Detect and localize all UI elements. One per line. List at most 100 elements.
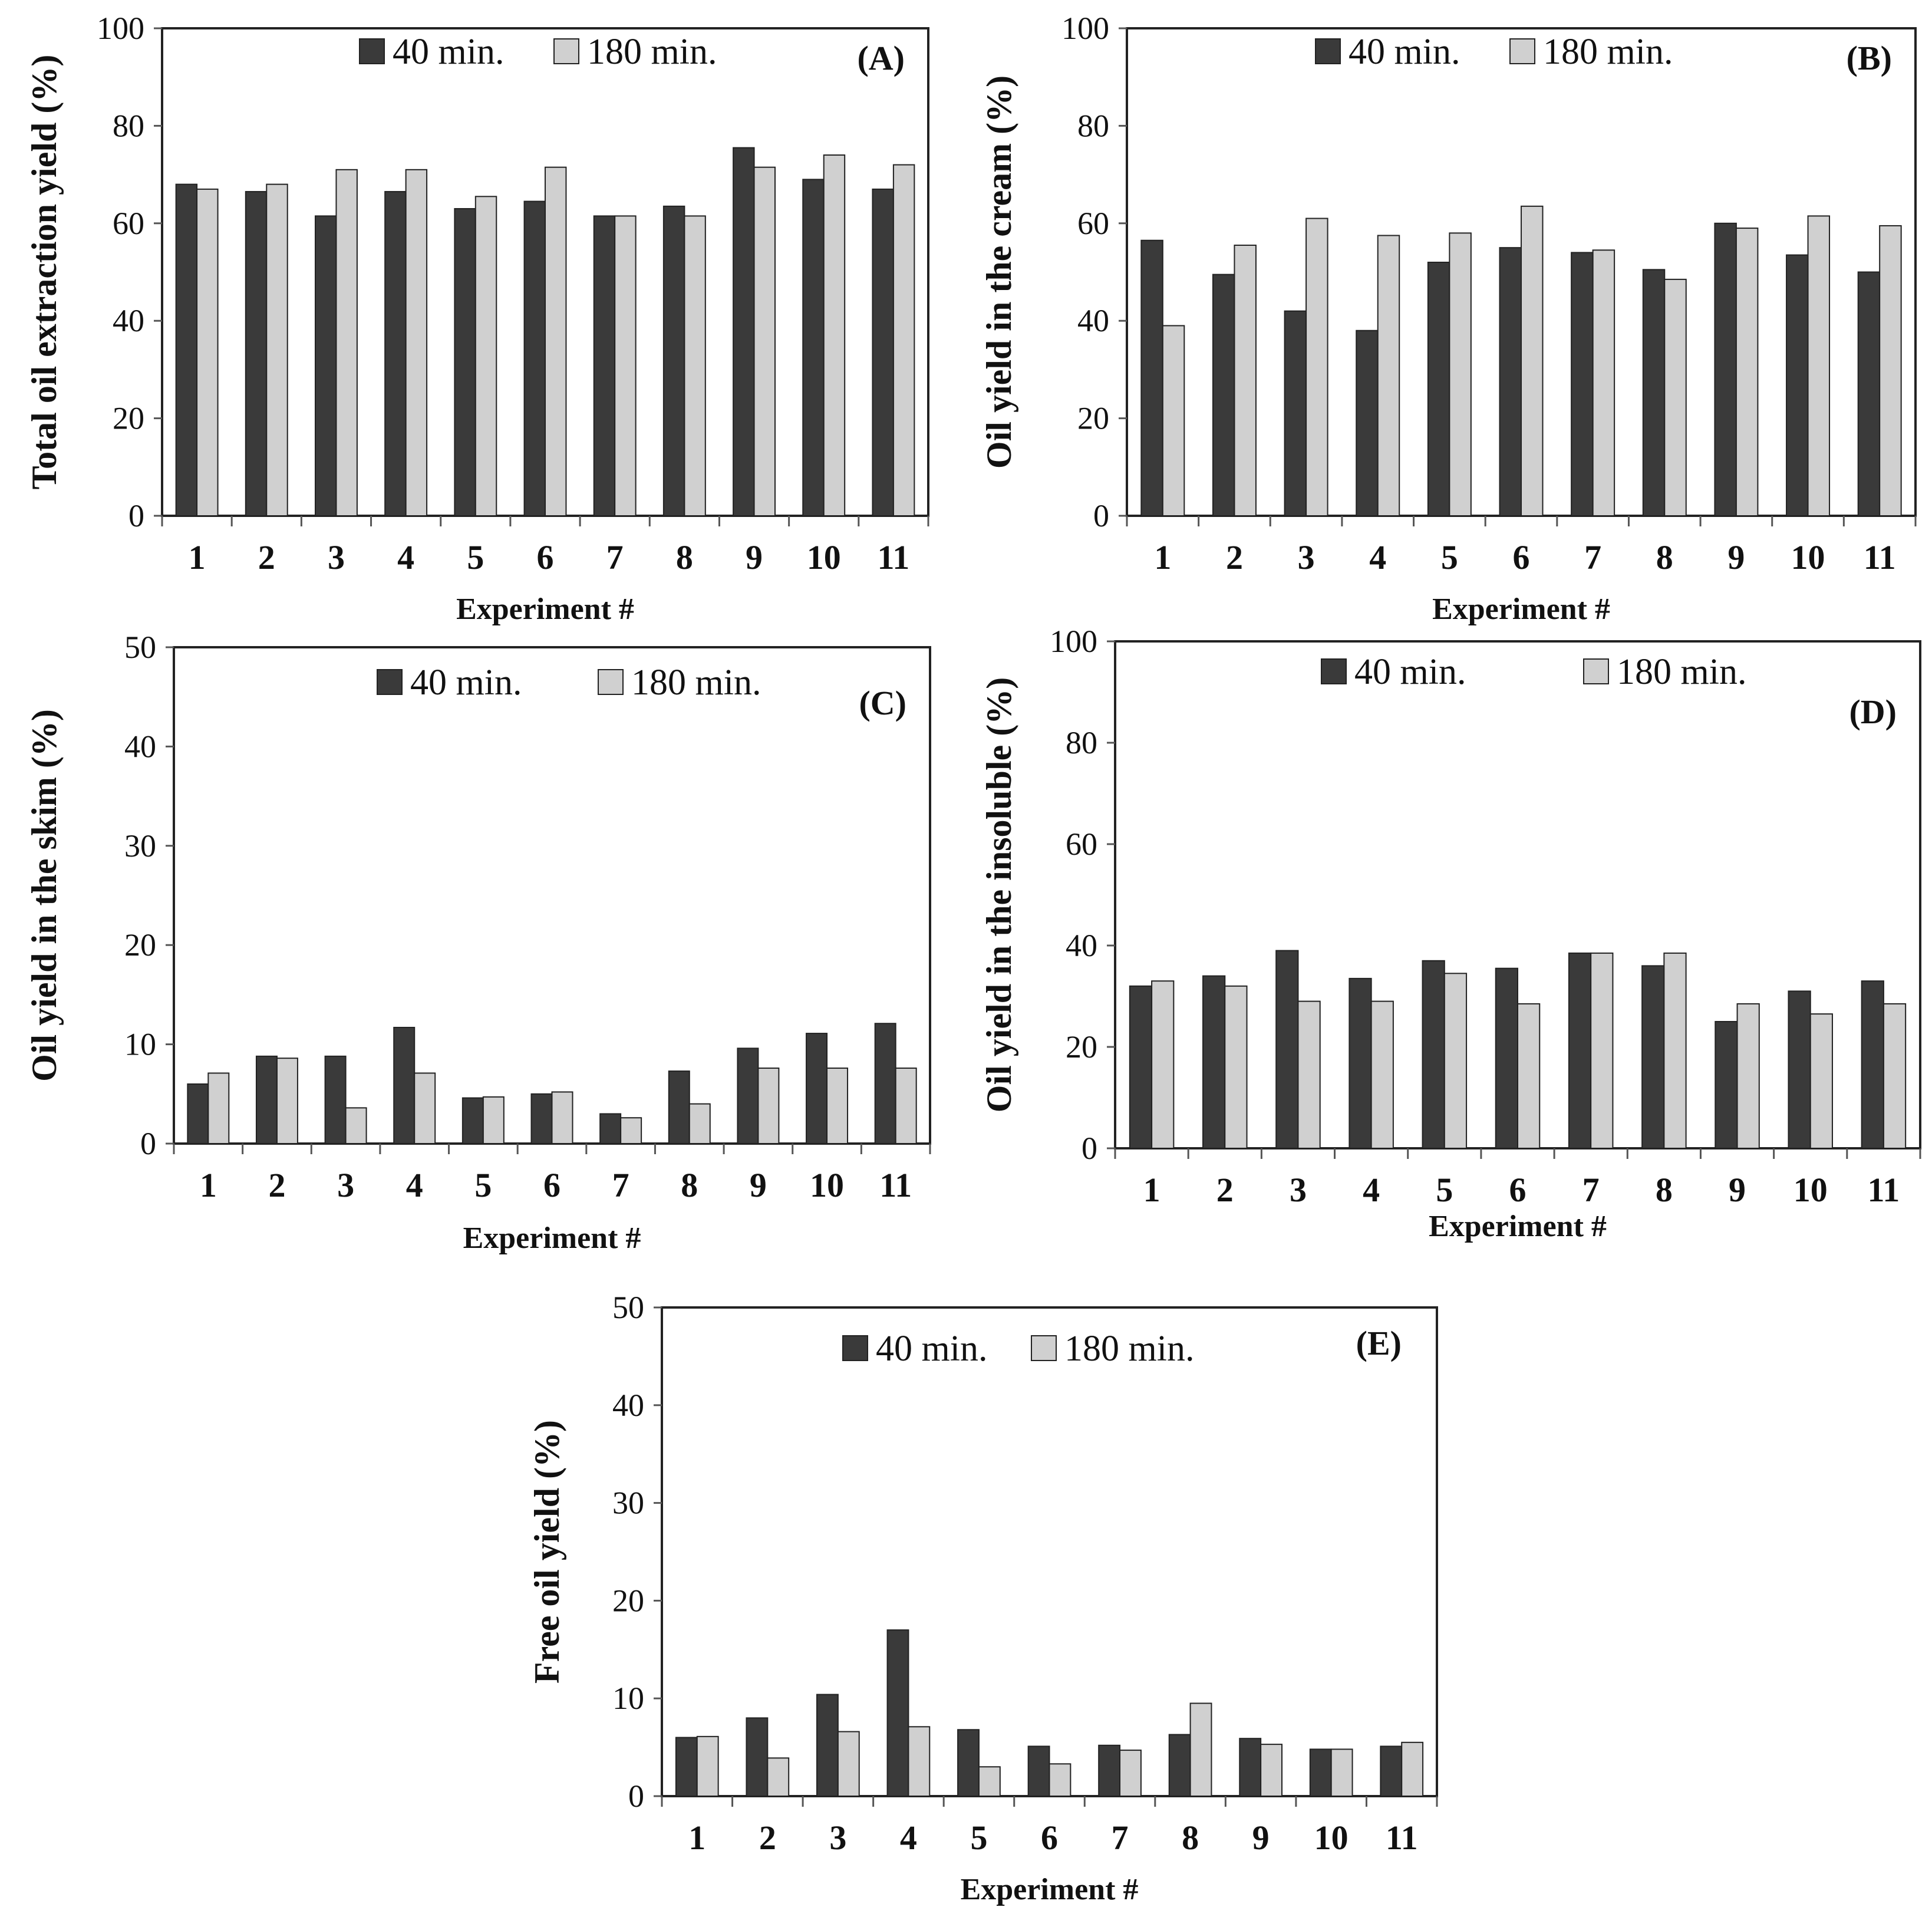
x-tick-label: 8 — [1656, 1171, 1673, 1209]
plot-frame — [661, 1306, 1438, 1797]
bar-180min-exp-10 — [823, 154, 846, 516]
y-tick-label: 100 — [97, 11, 144, 46]
x-axis-label: Experiment # — [1432, 592, 1610, 626]
y-tick-label: 40 — [612, 1388, 644, 1423]
y-tick-label: 20 — [612, 1583, 644, 1618]
bar-180min-exp-11 — [892, 164, 915, 516]
y-axis-label: Free oil yield (%) — [527, 1420, 566, 1684]
x-tick-label: 10 — [1791, 538, 1825, 577]
bar-180min-exp-2 — [1224, 985, 1248, 1149]
bar-40min-exp-3 — [1275, 950, 1299, 1149]
y-axis-label: Oil yield in the skim (%) — [25, 709, 64, 1082]
bar-180min-exp-6 — [545, 166, 567, 516]
x-tick-label: 5 — [970, 1819, 987, 1857]
bar-180min-exp-10 — [1330, 1748, 1353, 1797]
bar-180min-exp-1 — [696, 1735, 719, 1797]
x-tick-label: 1 — [688, 1819, 705, 1857]
bar-180min-exp-4 — [405, 169, 428, 516]
legend-label: 40 min. — [410, 663, 522, 703]
bar-40min-exp-6 — [1027, 1745, 1050, 1797]
y-tick-label: 60 — [1077, 206, 1109, 241]
y-tick-label: 20 — [124, 927, 156, 963]
bar-180min-exp-2 — [1234, 245, 1257, 516]
legend-label: 40 min. — [1349, 32, 1460, 72]
x-tick-label: 8 — [1656, 538, 1673, 577]
panel-label: (C) — [859, 684, 906, 722]
bar-180min-exp-3 — [1305, 218, 1328, 516]
bar-40min-exp-9 — [1715, 1021, 1738, 1149]
bar-40min-exp-11 — [874, 1023, 896, 1144]
bar-180min-exp-9 — [1735, 228, 1759, 516]
chart-panel-a: 0 20 40 60 80 100 1 2 3 4 5 6 7 8 9 10 11 Experiment # Tot… — [25, 11, 929, 626]
bar-180min-exp-11 — [895, 1068, 917, 1144]
legend-swatch-180min — [1509, 38, 1535, 64]
bar-180min-exp-5 — [482, 1096, 505, 1145]
x-tick-label: 5 — [1441, 538, 1458, 577]
bar-180min-exp-8 — [1189, 1702, 1212, 1797]
bar-40min-exp-6 — [530, 1093, 553, 1145]
x-tick-label: 4 — [406, 1166, 423, 1204]
bar-180min-exp-5 — [474, 196, 497, 516]
x-tick-label: 2 — [1216, 1171, 1234, 1209]
x-tick-label: 9 — [1252, 1819, 1270, 1857]
bar-180min-exp-4 — [1377, 235, 1400, 516]
panel-label: (A) — [857, 39, 905, 77]
bar-180min-exp-3 — [335, 169, 358, 516]
bar-40min-exp-5 — [957, 1729, 980, 1797]
bar-180min-exp-9 — [757, 1068, 780, 1144]
y-axis-label: Oil yield in the insoluble (%) — [980, 677, 1018, 1112]
x-tick-label: 3 — [1290, 1171, 1307, 1209]
bar-40min-exp-9 — [733, 147, 755, 517]
bar-180min-exp-4 — [414, 1072, 436, 1145]
x-tick-label: 8 — [676, 538, 693, 577]
x-tick-label: 7 — [1112, 1819, 1129, 1857]
bar-180min-exp-11 — [1401, 1741, 1424, 1797]
bar-40min-exp-7 — [1568, 952, 1592, 1149]
bar-180min-exp-5 — [1449, 232, 1472, 516]
y-tick-label: 50 — [612, 1290, 644, 1325]
legend-swatch-40min — [1315, 38, 1341, 64]
bar-40min-exp-3 — [315, 215, 337, 516]
x-tick-label: 4 — [900, 1819, 917, 1857]
bar-40min-exp-1 — [175, 183, 198, 516]
bar-40min-exp-7 — [593, 215, 616, 516]
x-tick-label: 10 — [807, 538, 841, 577]
bar-180min-exp-7 — [1592, 249, 1616, 516]
y-tick-label: 40 — [124, 729, 156, 764]
y-tick-label: 20 — [113, 401, 144, 436]
bar-180min-exp-9 — [753, 166, 776, 516]
bar-40min-exp-1 — [187, 1083, 209, 1144]
bar-40min-exp-4 — [1356, 330, 1379, 516]
x-axis-label: Experiment # — [456, 592, 634, 626]
x-tick-label: 2 — [258, 538, 275, 577]
x-axis-label: Experiment # — [463, 1221, 641, 1255]
legend-label: 180 min. — [1064, 1329, 1194, 1369]
bar-40min-exp-3 — [816, 1694, 839, 1797]
bar-40min-exp-10 — [806, 1033, 828, 1145]
bar-40min-exp-9 — [1714, 222, 1737, 516]
bar-180min-exp-1 — [196, 188, 219, 517]
legend-label: 180 min. — [1543, 32, 1673, 72]
bar-180min-exp-6 — [1517, 1003, 1541, 1149]
bar-40min-exp-2 — [255, 1055, 278, 1144]
legend-swatch-180min — [598, 669, 624, 695]
x-tick-label: 3 — [337, 1166, 354, 1204]
legend-swatch-180min — [553, 38, 579, 64]
bar-180min-exp-4 — [908, 1726, 931, 1797]
y-tick-label: 60 — [113, 206, 144, 241]
y-axis-label: Total oil extraction yield (%) — [25, 55, 64, 490]
bar-40min-exp-2 — [245, 191, 268, 517]
x-tick-label: 1 — [1143, 1171, 1160, 1209]
bar-180min-exp-8 — [684, 215, 706, 516]
legend-label: 180 min. — [631, 663, 761, 703]
bar-40min-exp-11 — [872, 188, 894, 517]
bar-40min-exp-7 — [1098, 1744, 1121, 1797]
legend-swatch-40min — [842, 1335, 868, 1361]
bar-40min-exp-10 — [802, 179, 825, 516]
y-tick-label: 10 — [124, 1027, 156, 1062]
legend: 40 min. 180 min. — [1315, 32, 1673, 72]
bar-180min-exp-6 — [1049, 1763, 1071, 1797]
x-tick-label: 6 — [1041, 1819, 1058, 1857]
bar-40min-exp-6 — [1499, 247, 1522, 516]
x-tick-label: 7 — [1584, 538, 1601, 577]
